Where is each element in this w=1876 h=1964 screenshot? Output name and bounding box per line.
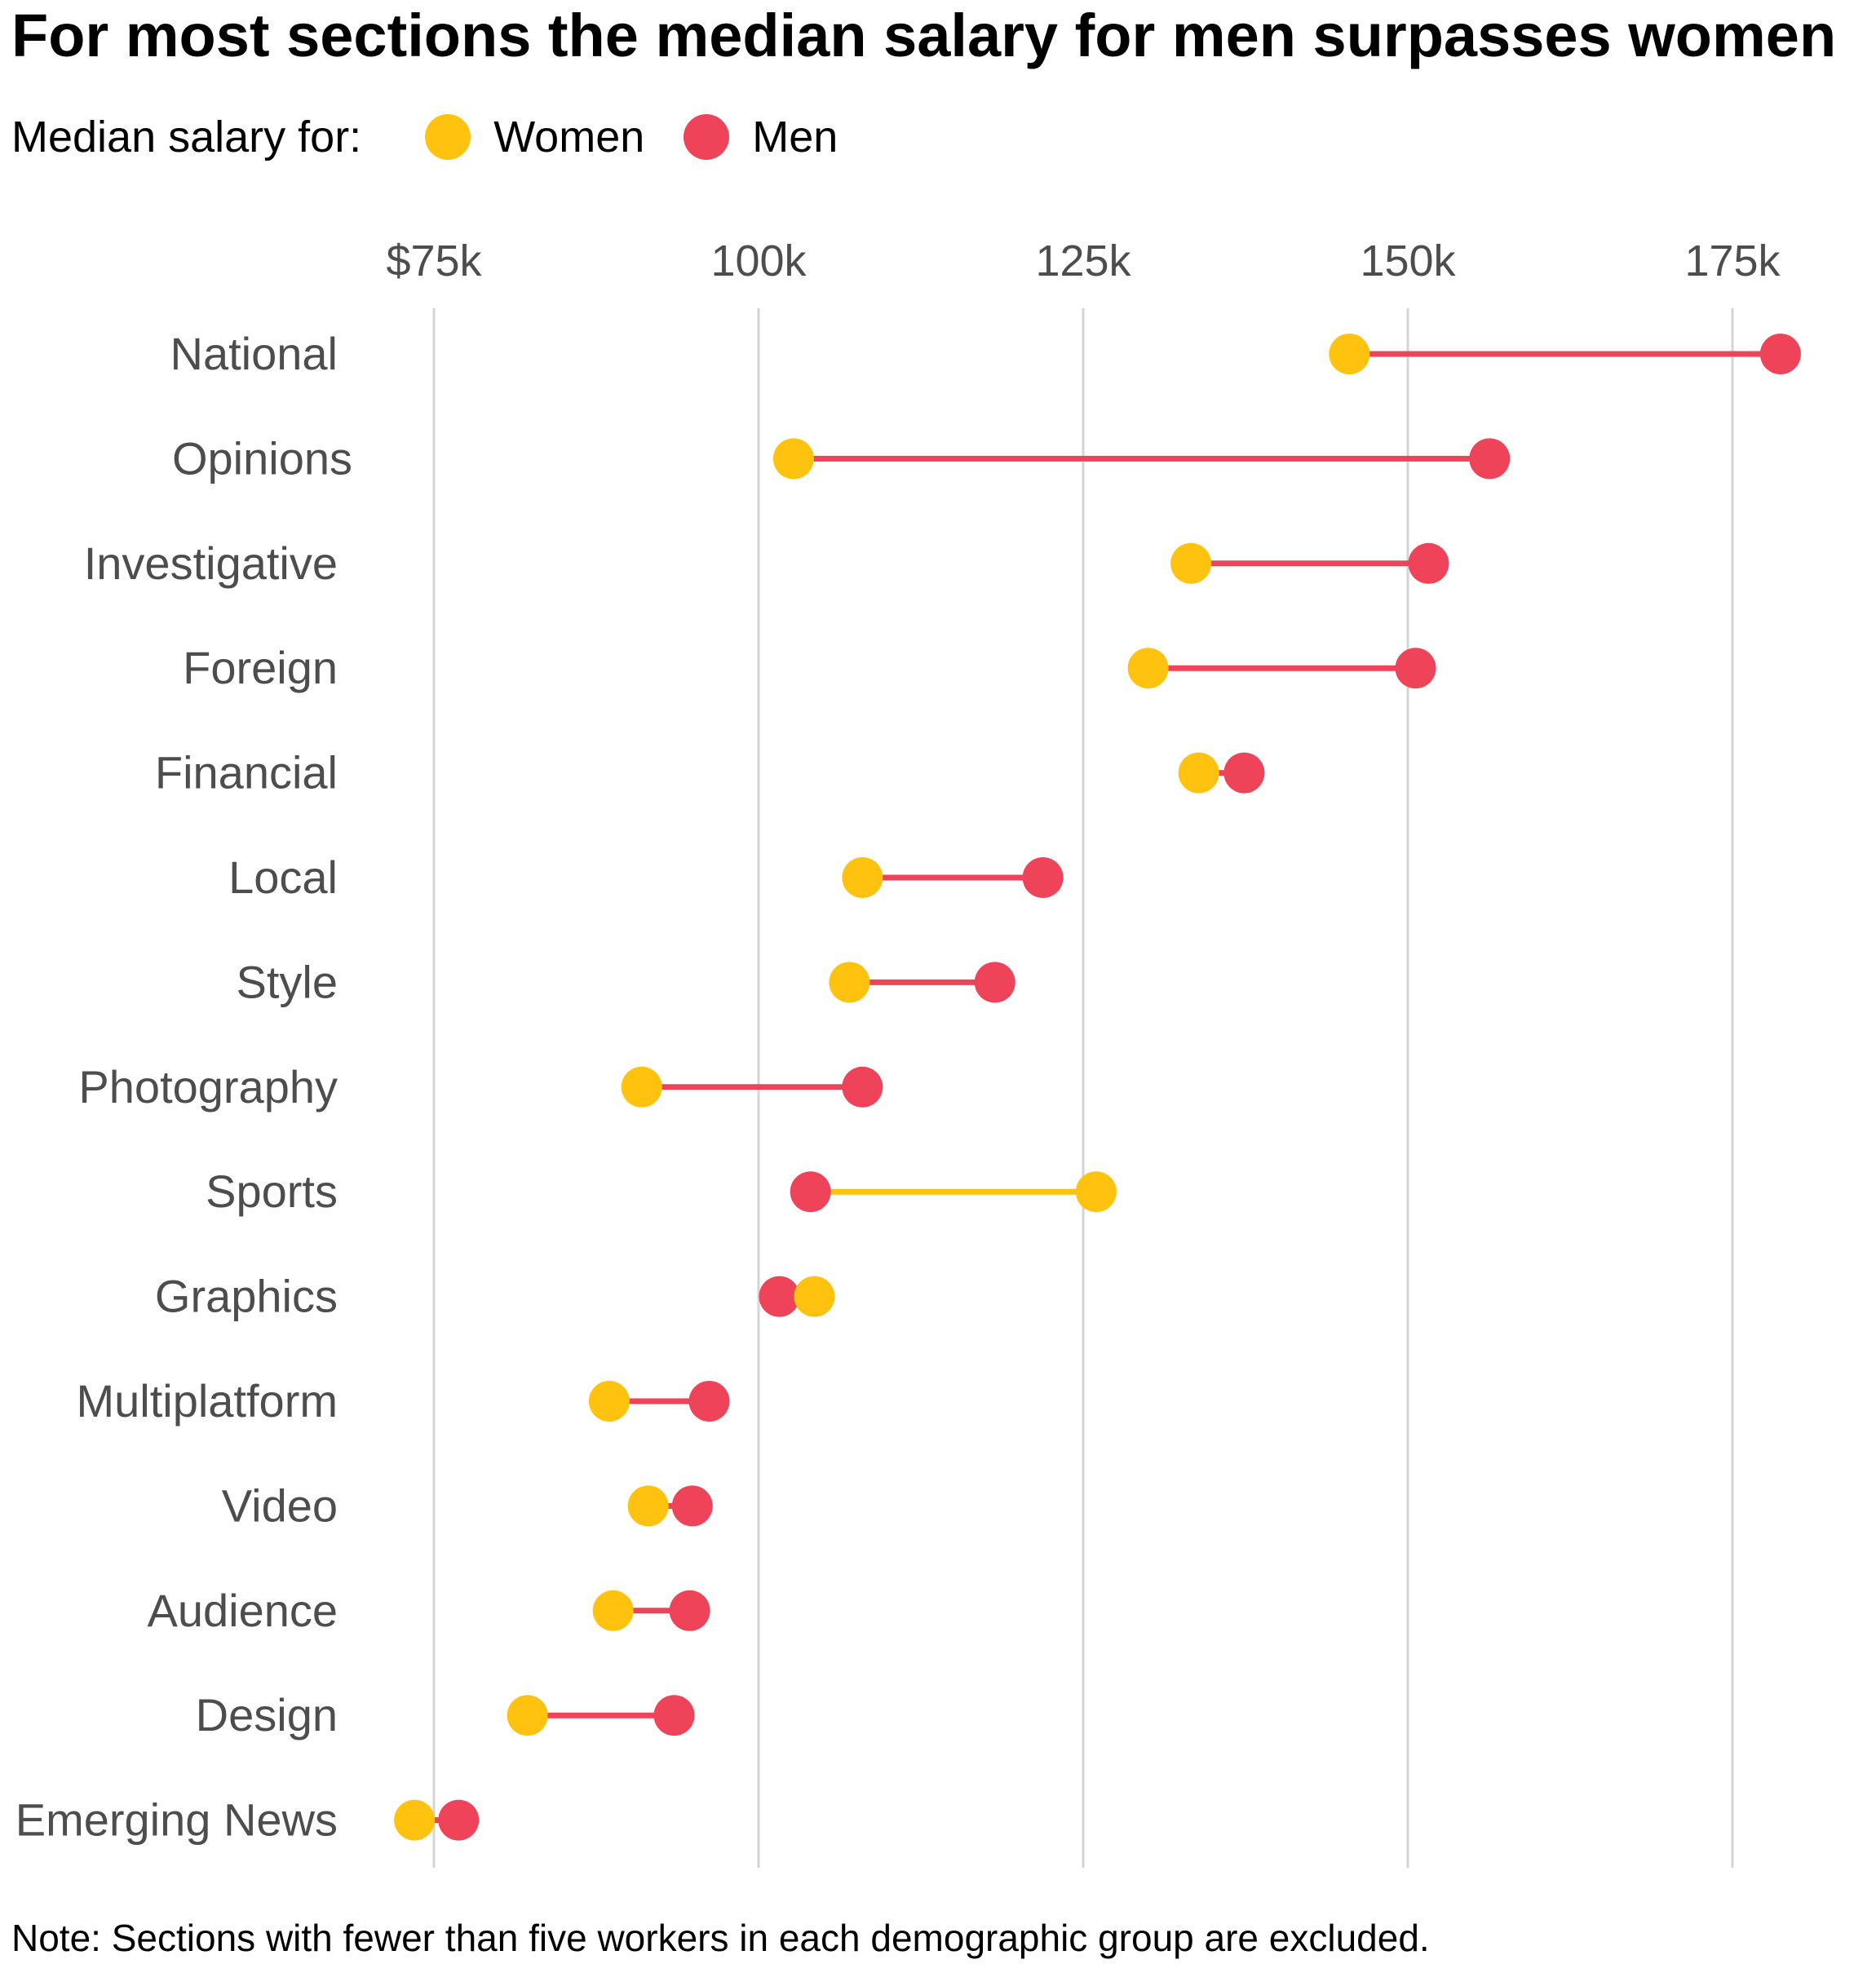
category-label: Emerging News <box>15 1794 338 1846</box>
category-label: Foreign <box>183 642 338 693</box>
legend-label: Median salary for: <box>11 113 362 161</box>
women-dot <box>1170 542 1212 584</box>
x-tick-label: $75k <box>386 237 482 285</box>
category-label: Style <box>237 956 338 1007</box>
women-dot <box>507 1695 548 1736</box>
legend-item-women: Women <box>425 112 644 162</box>
men-dot <box>790 1171 831 1213</box>
women-dot <box>842 857 883 898</box>
men-dot <box>1759 334 1801 374</box>
x-tick-label: 150k <box>1360 237 1456 285</box>
category-label: Design <box>196 1689 338 1741</box>
legend: Median salary for: Women Men <box>11 104 877 170</box>
x-axis-ticks: $75k 100k 125k 150k 175k <box>386 237 1781 285</box>
footnote: Note: Sections with fewer than five work… <box>11 1917 1430 1959</box>
category-label: Opinions <box>172 432 352 484</box>
category-label: Graphics <box>155 1271 338 1322</box>
women-dot <box>627 1485 669 1527</box>
men-dot <box>671 1485 713 1527</box>
men-dot <box>1022 857 1064 898</box>
category-label: Video <box>222 1480 338 1531</box>
women-dot <box>1127 648 1169 689</box>
x-tick-label: 125k <box>1035 237 1131 285</box>
category-label: Sports <box>206 1166 338 1217</box>
men-dot <box>1469 438 1511 480</box>
women-dot <box>772 438 814 480</box>
men-dot <box>1408 542 1449 584</box>
women-dot <box>1329 334 1370 374</box>
category-label: Audience <box>147 1585 338 1636</box>
category-label: Financial <box>155 747 338 798</box>
legend-text-women: Women <box>493 113 645 161</box>
category-labels: National Opinions Investigative Foreign Fina… <box>15 328 352 1846</box>
x-tick-label: 100k <box>710 237 807 285</box>
category-label: Photography <box>78 1061 338 1112</box>
women-dot <box>794 1276 835 1317</box>
legend-text-men: Men <box>752 113 838 161</box>
women-dot <box>829 962 870 1003</box>
men-dot <box>1395 648 1436 689</box>
men-dot <box>974 962 1015 1003</box>
men-dot <box>669 1590 710 1631</box>
women-dot <box>621 1066 662 1108</box>
legend-item-men: Men <box>684 112 838 162</box>
category-label: Investigative <box>84 537 338 589</box>
legend-swatch-men <box>684 114 730 160</box>
legend-swatch-women <box>425 114 471 160</box>
men-dot <box>759 1276 800 1317</box>
x-tick-label: 175k <box>1684 237 1781 285</box>
women-dot <box>592 1590 634 1631</box>
men-dot <box>438 1799 480 1841</box>
men-dot <box>688 1381 730 1422</box>
category-label: Multiplatform <box>76 1375 338 1427</box>
women-dot <box>1178 752 1219 794</box>
women-dot <box>394 1799 436 1841</box>
women-dot <box>588 1381 630 1422</box>
women-dot <box>1075 1171 1117 1213</box>
men-dot <box>1223 752 1265 794</box>
category-label: National <box>170 328 338 379</box>
data-marks <box>394 334 1801 1841</box>
men-dot <box>653 1695 695 1736</box>
chart-title: For most sections the median salary for … <box>11 2 1837 69</box>
men-dot <box>842 1066 883 1108</box>
category-label: Local <box>228 852 338 903</box>
